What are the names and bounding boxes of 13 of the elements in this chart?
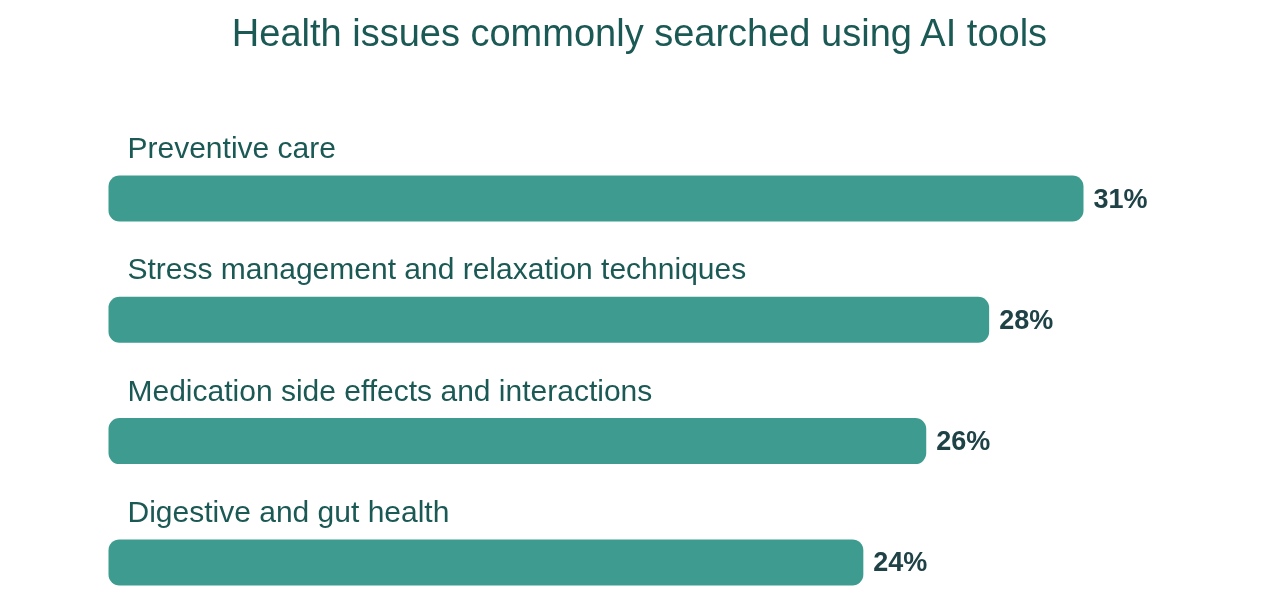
bar <box>108 539 864 586</box>
chart-title: Health issues commonly searched using AI tools <box>231 11 1048 54</box>
data-label: 26% <box>936 426 991 457</box>
data-label: 24% <box>873 547 928 578</box>
y-tick-label: Preventive care <box>127 131 336 164</box>
data-label: 31% <box>1093 183 1148 214</box>
y-tick-label: Digestive and gut health <box>127 494 450 528</box>
bar <box>108 175 1084 222</box>
y-tick-label: Medication side effects and interactions <box>127 373 653 407</box>
bar <box>108 296 990 343</box>
bar <box>108 418 927 465</box>
y-tick-label: Stress management and relaxation techniques <box>127 252 747 286</box>
data-label: 28% <box>999 304 1054 335</box>
